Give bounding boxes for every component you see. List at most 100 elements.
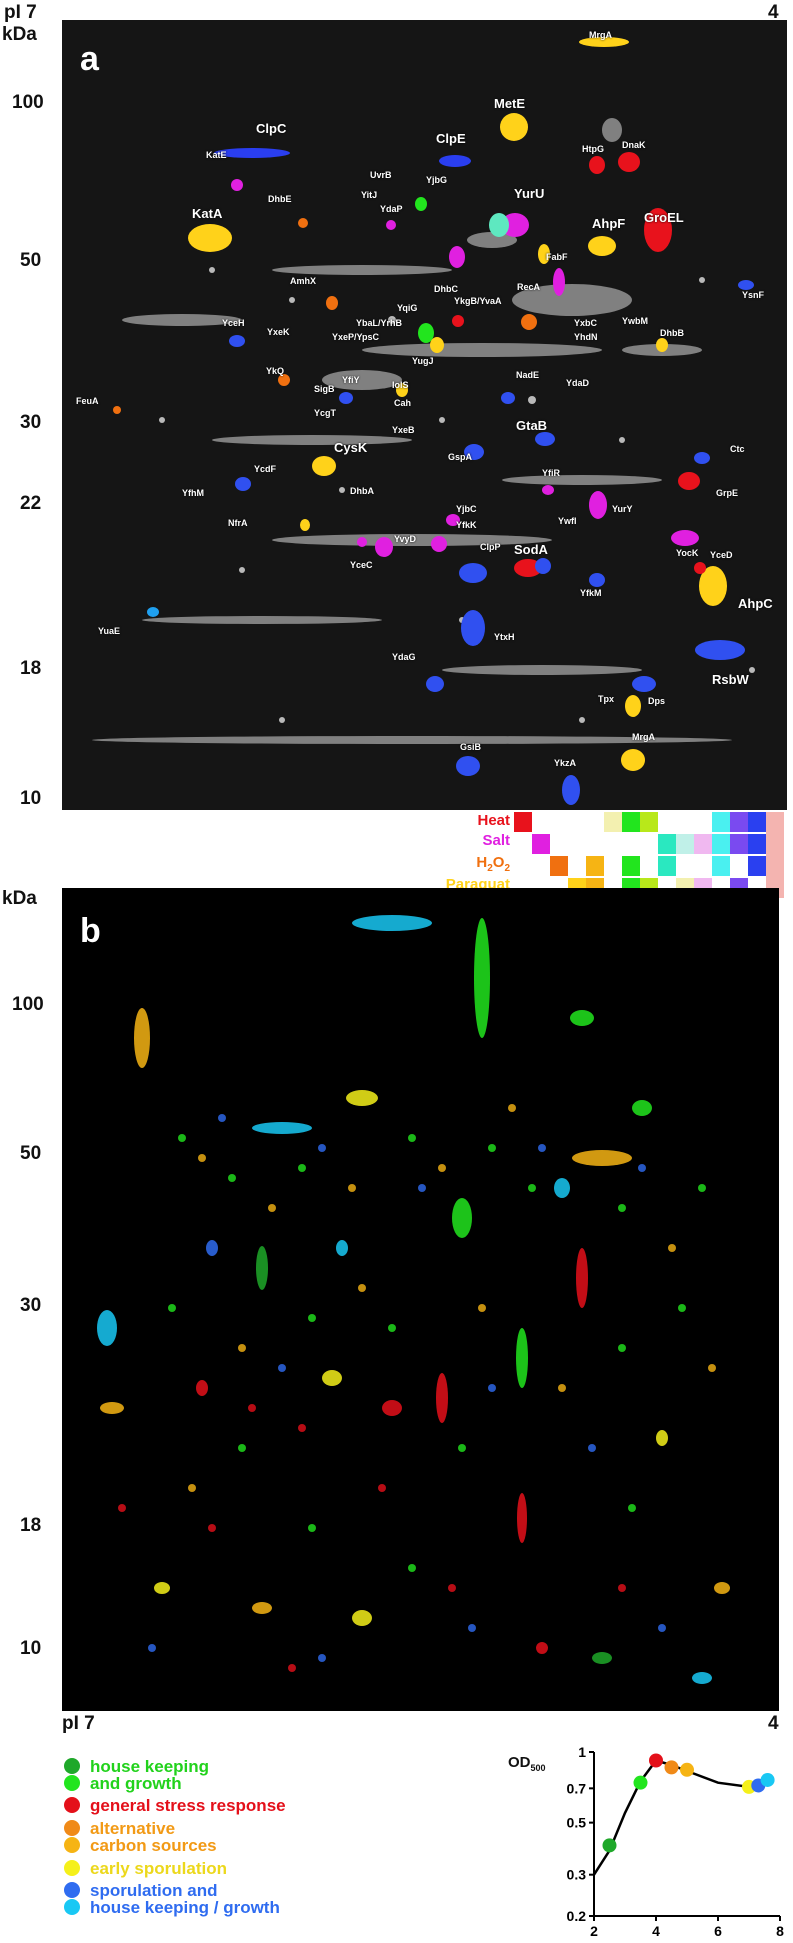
panel-a-pi-right: 4 [768, 2, 779, 23]
key-cell [730, 834, 748, 854]
spot-label-kata: KatA [192, 206, 223, 221]
panel-a-letter: a [80, 40, 99, 78]
key-cell [586, 856, 604, 876]
growth-curve-point [680, 1762, 694, 1777]
spot-label-fabf: FabF [546, 252, 568, 262]
legend-label: house keeping [90, 1757, 210, 1776]
spot-label-mete: MetE [494, 96, 526, 111]
spot-label-gtab: GtaB [516, 418, 548, 433]
key-cell [622, 812, 640, 832]
panel-b-mw-tick: 100 [12, 994, 44, 1015]
legend-dot [64, 1797, 80, 1813]
spot-label-htpg: HtpG [582, 144, 604, 154]
key-cell [748, 834, 766, 854]
spot-label-ydad: YdaD [566, 378, 590, 388]
spot-label-cah: Cah [394, 398, 412, 408]
key-cell [532, 834, 550, 854]
spot-label-gspa: GspA [448, 452, 473, 462]
spot-label-dhbc: DhbC [434, 284, 458, 294]
spot-label-clpe: ClpE [436, 131, 466, 146]
spot-label-dps: Dps [648, 696, 666, 706]
legend-dot [64, 1820, 80, 1836]
spot-label-dnak: DnaK [622, 140, 646, 150]
spot-label-yugj: YugJ [412, 356, 434, 366]
legend-label: carbon sources [90, 1836, 217, 1855]
spot-label-dhbb: DhbB [660, 328, 684, 338]
panel-b-kda-label: kDa [2, 888, 37, 909]
y-tick-label: 0.2 [567, 1908, 587, 1924]
spot-label-ykgb: YkgB/YvaA [454, 296, 502, 306]
spot-label-clpp: ClpP [480, 542, 501, 552]
key-cell [550, 856, 568, 876]
panel-b-pi-left: pI 7 [62, 1713, 95, 1734]
key-cell [676, 834, 694, 854]
spot-label-groel: GroEL [644, 210, 684, 225]
spot-label-yfkk: YfkK [456, 520, 477, 530]
panel-a-gel-image: a ClpC ClpE MetE KatA YurU AhpF GroEL Cy… [62, 20, 787, 810]
spot-label-sigb: SigB [314, 384, 335, 394]
spot-label-nade: NadE [516, 370, 540, 380]
x-tick-label: 4 [652, 1923, 660, 1939]
stress-key-label-h2o2: H2O2 [476, 854, 510, 874]
panel-a-mw-tick: 100 [12, 92, 44, 113]
y-tick-label: 0.5 [567, 1815, 587, 1831]
spot-label-yfkm: YfkM [580, 588, 602, 598]
growth-curve-point [633, 1775, 648, 1790]
panel-b-mw-tick: 10 [20, 1638, 42, 1659]
growth-curve-point [649, 1753, 663, 1768]
spot-label-grpe: GrpE [716, 488, 739, 498]
spot-label-ydag: YdaG [392, 652, 416, 662]
key-cell [604, 812, 622, 832]
legend-dot [64, 1837, 80, 1853]
spot-label-ysnf: YsnF [742, 290, 765, 300]
key-cell [658, 834, 676, 854]
legend-label: alternative [90, 1819, 176, 1838]
key-cell [694, 834, 712, 854]
spot-label-yitj: YitJ [361, 190, 378, 200]
spot-label-mrga: MrgA [589, 30, 612, 40]
spot-label-yock: YocK [676, 548, 699, 558]
spot-label-reca: RecA [517, 282, 541, 292]
spot-label-yjbc: YjbC [456, 504, 477, 514]
spot-label-ahpc: AhpC [738, 596, 773, 611]
spot-label-yuru: YurU [514, 186, 545, 201]
legend-label: sporulation and [90, 1881, 218, 1900]
legend-label: and growth [90, 1774, 182, 1793]
spot-label-yuae: YuaE [98, 626, 121, 636]
legend-label: general stress response [90, 1796, 286, 1815]
spot-label-uvrb: UvrB [370, 170, 392, 180]
panel-b-letter: b [80, 912, 101, 950]
growth-curve-point [602, 1838, 617, 1853]
spot-label-yxep: YxeP/YpsC [332, 332, 380, 342]
growth-curve-point [664, 1760, 679, 1775]
spot-label-ykza: YkzA [554, 758, 577, 768]
spot-label-iols: IolS [392, 380, 409, 390]
panel-a-pi-left: pI 7 [4, 2, 37, 23]
panel-b-pi-right: 4 [768, 1713, 779, 1734]
spot-label-yfjr: YfiR [542, 468, 560, 478]
legend-label: early sporulation [90, 1859, 227, 1878]
key-cell [658, 856, 676, 876]
key-cell [514, 812, 532, 832]
spot-label-yvyd: YvyD [394, 534, 417, 544]
chart-plot-area: 1 0.7 0.5 0.3 0.22 4 6 8 [567, 1744, 785, 1939]
key-cell [640, 812, 658, 832]
key-cell [712, 856, 730, 876]
spot-label-feua: FeuA [76, 396, 99, 406]
spot-label-yced: YceD [710, 550, 733, 560]
spot-label-ycgt: YcgT [314, 408, 337, 418]
growth-curve-chart: OD500 1 0.7 0.5 0.3 0.2 2 4 6 8 [500, 1728, 790, 1940]
spot-label-ywfi: YwfI [558, 516, 577, 526]
y-tick-label: 0.3 [567, 1867, 587, 1883]
panel-b-gel-image: b [62, 888, 779, 1711]
panel-a-kda-label: kDa [2, 24, 37, 45]
spot-label-ytxh: YtxH [494, 632, 515, 642]
stress-key-label-salt: Salt [482, 832, 510, 849]
legend-label: house keeping / growth [90, 1898, 280, 1917]
panel-b-mw-tick: 50 [20, 1143, 42, 1164]
spot-label-clpc: ClpC [256, 121, 287, 136]
spot-label-ydap: YdaP [380, 204, 403, 214]
growth-curve-line [592, 1759, 768, 1876]
panel-a-mw-tick: 22 [20, 493, 42, 514]
spot-label-yxbc: YxbC [574, 318, 598, 328]
